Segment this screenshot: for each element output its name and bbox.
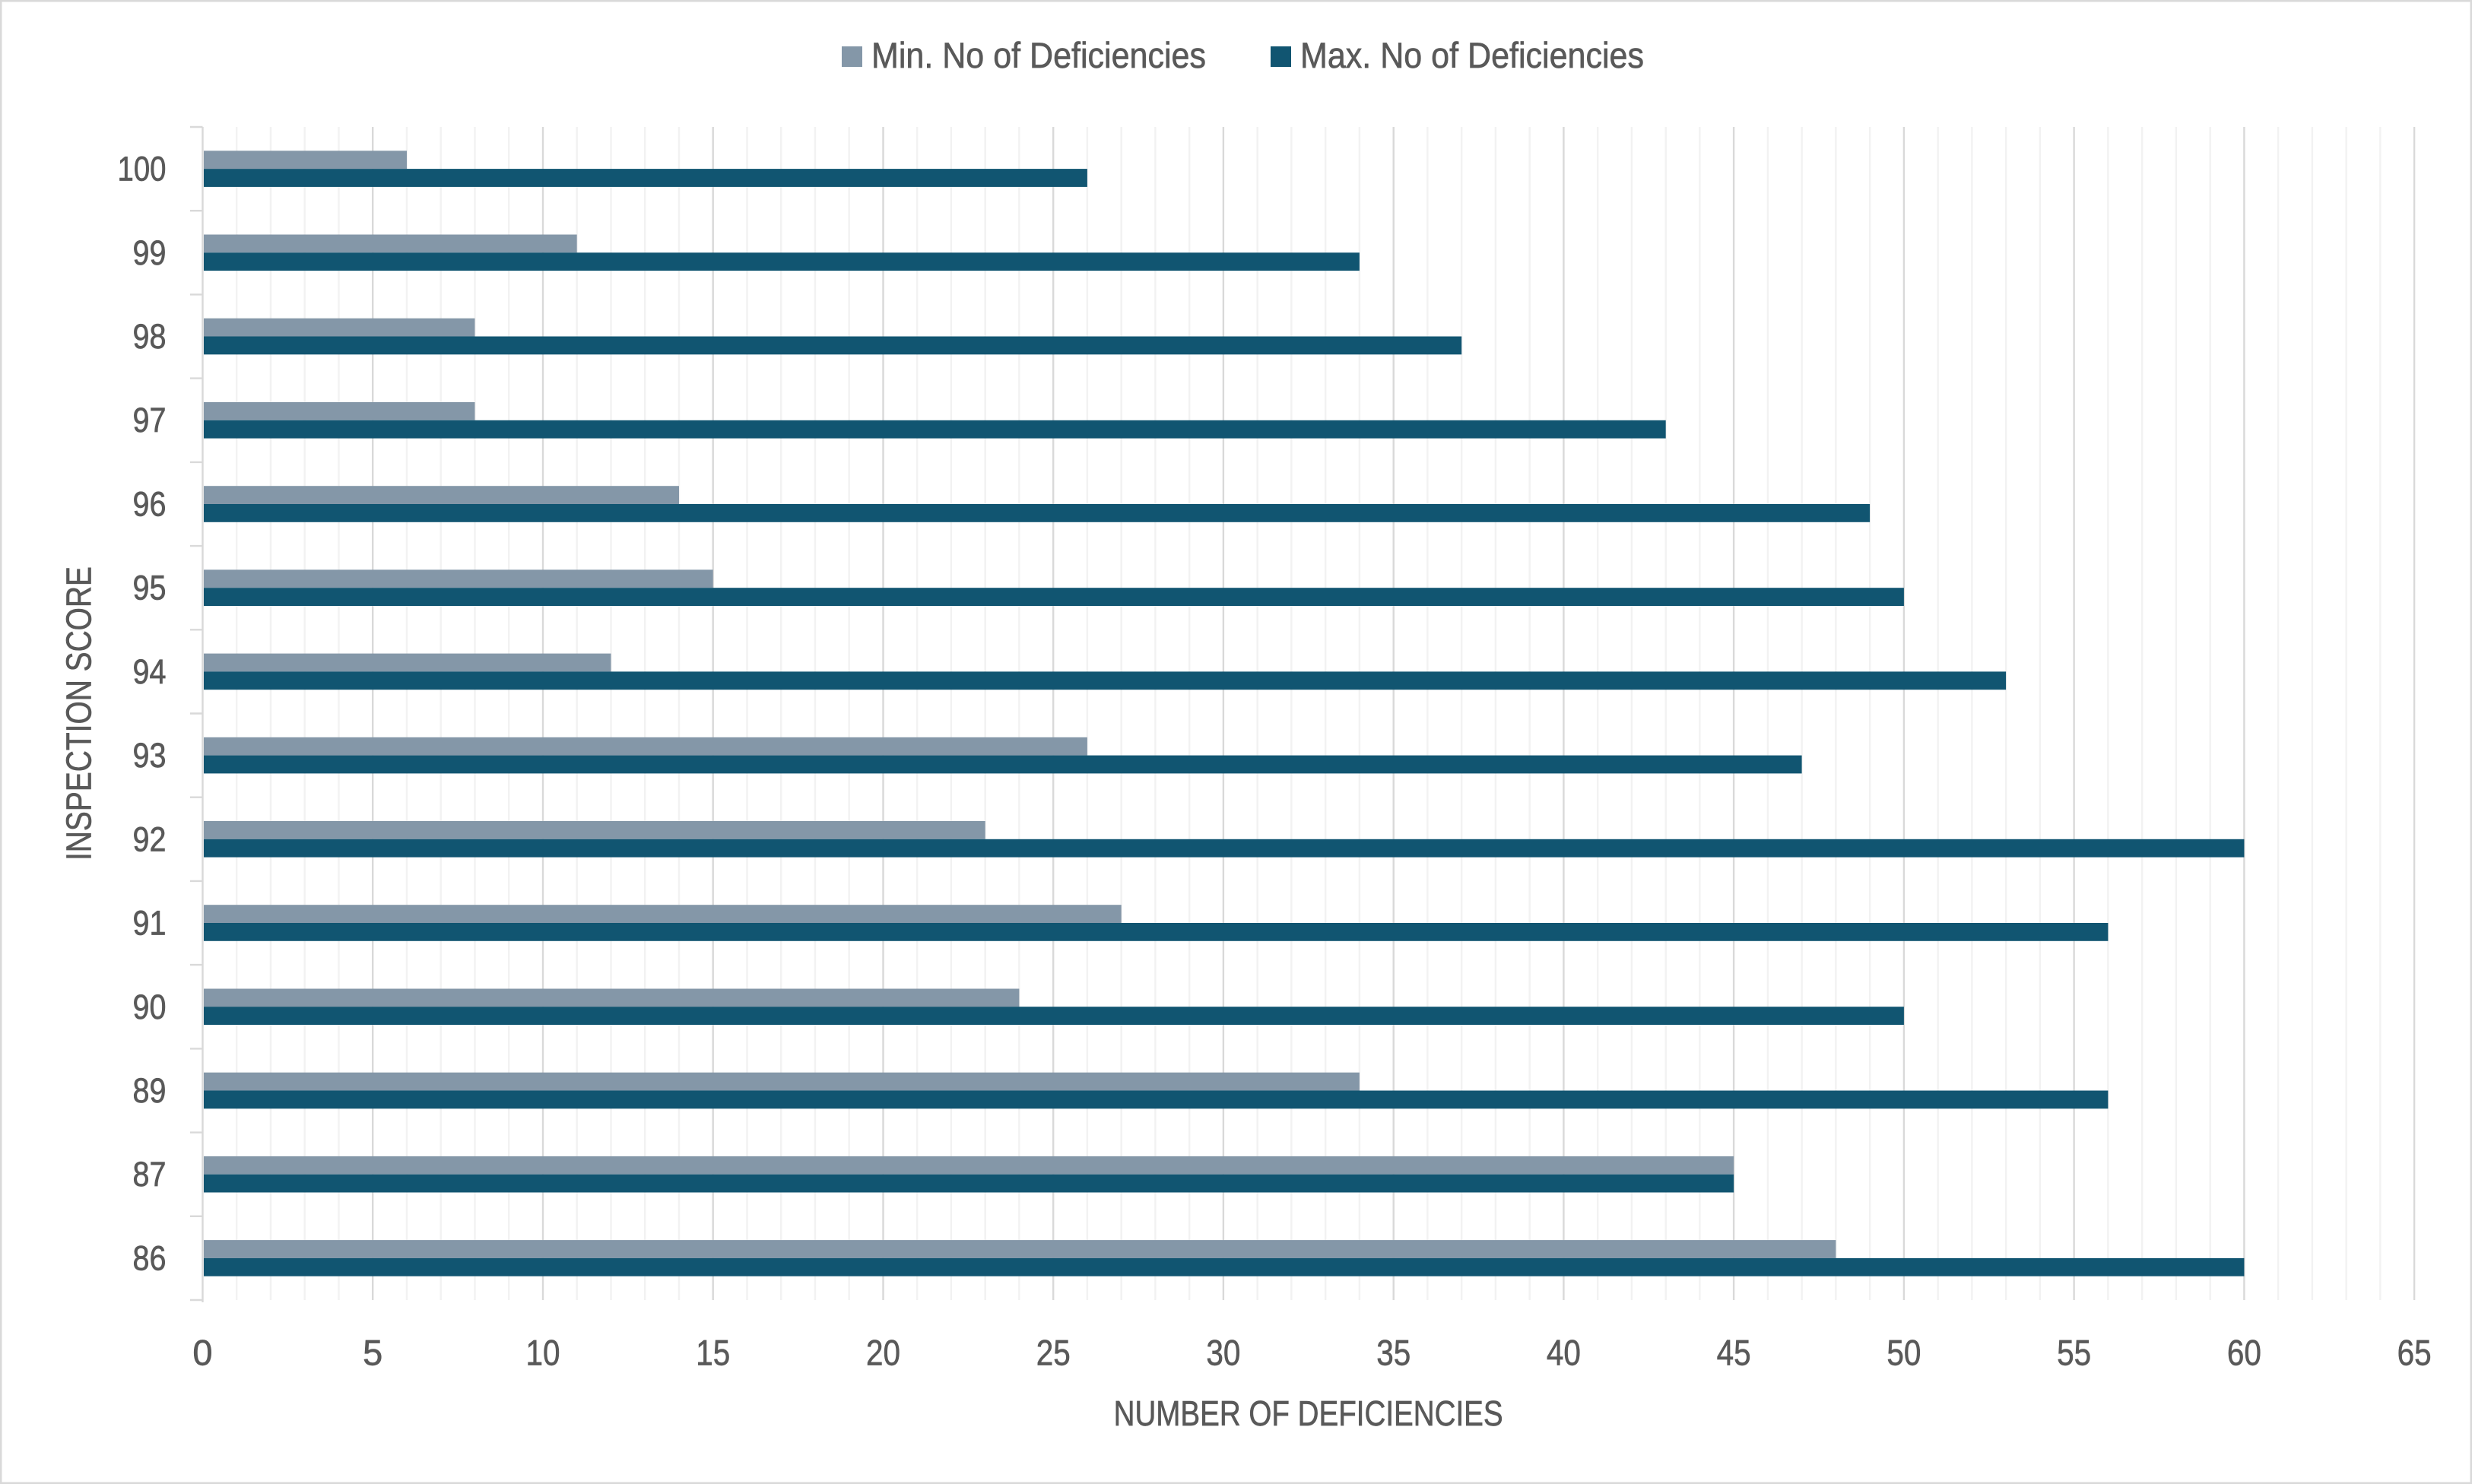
svg-text:98: 98 xyxy=(133,317,167,356)
svg-text:15: 15 xyxy=(696,1333,730,1373)
svg-text:55: 55 xyxy=(2057,1333,2091,1373)
svg-text:86: 86 xyxy=(133,1238,167,1277)
svg-text:35: 35 xyxy=(1376,1333,1411,1373)
svg-text:30: 30 xyxy=(1206,1333,1240,1373)
svg-text:10: 10 xyxy=(526,1333,560,1373)
svg-text:97: 97 xyxy=(133,401,167,439)
svg-text:89: 89 xyxy=(133,1071,167,1110)
svg-text:65: 65 xyxy=(2397,1333,2432,1373)
svg-text:40: 40 xyxy=(1547,1333,1581,1373)
svg-text:5: 5 xyxy=(363,1333,382,1373)
svg-text:92: 92 xyxy=(133,820,167,858)
svg-text:INSPECTION SCORE: INSPECTION SCORE xyxy=(59,566,99,861)
svg-text:25: 25 xyxy=(1036,1333,1071,1373)
svg-text:87: 87 xyxy=(133,1155,167,1194)
svg-text:20: 20 xyxy=(866,1333,900,1373)
svg-text:95: 95 xyxy=(133,569,167,607)
svg-text:93: 93 xyxy=(133,736,167,775)
svg-text:99: 99 xyxy=(133,233,167,272)
svg-text:60: 60 xyxy=(2227,1333,2261,1373)
svg-text:45: 45 xyxy=(1717,1333,1751,1373)
svg-text:96: 96 xyxy=(133,485,167,524)
svg-text:90: 90 xyxy=(133,988,167,1026)
svg-text:91: 91 xyxy=(133,904,167,943)
svg-text:94: 94 xyxy=(133,652,167,691)
svg-text:0: 0 xyxy=(192,1333,212,1373)
svg-text:Min. No of Deficiencies: Min. No of Deficiencies xyxy=(871,35,1206,75)
svg-text:NUMBER OF DEFICIENCIES: NUMBER OF DEFICIENCIES xyxy=(1114,1394,1503,1433)
svg-text:50: 50 xyxy=(1887,1333,1921,1373)
svg-text:Max. No of Deficiencies: Max. No of Deficiencies xyxy=(1300,35,1644,75)
svg-text:100: 100 xyxy=(118,150,167,189)
